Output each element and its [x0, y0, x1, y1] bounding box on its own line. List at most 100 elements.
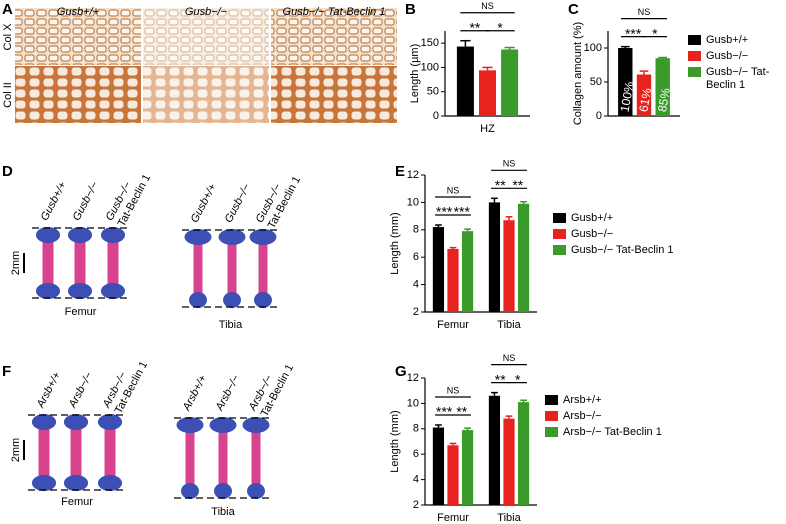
bar	[488, 395, 501, 505]
significance-label: **	[512, 177, 523, 193]
shaft	[104, 421, 116, 484]
image	[15, 8, 141, 65]
scale-label: 2mm	[10, 438, 22, 462]
legend-item: Gusb−/− Tat-Beclin 1	[553, 244, 674, 257]
legend-item: Gusb−/−	[688, 50, 780, 63]
bar	[479, 70, 496, 116]
y-tick-label: 4	[413, 474, 419, 486]
legend-swatch	[688, 51, 701, 61]
epiphysis	[63, 414, 89, 430]
legend: Gusb+/+ Gusb−/− Gusb−/− Tat-Beclin 1	[688, 34, 780, 95]
epiphysis	[67, 283, 93, 299]
bar	[503, 220, 515, 312]
legend-swatch	[688, 67, 701, 77]
legend-swatch	[545, 411, 558, 421]
significance-label: NS	[447, 185, 460, 195]
significance-label: ***	[625, 25, 642, 41]
legend-swatch	[553, 213, 566, 223]
bar	[461, 430, 474, 505]
epiphysis	[254, 292, 272, 308]
panel-letter: E	[395, 163, 405, 180]
epiphysis	[223, 292, 241, 308]
shaft	[42, 234, 54, 292]
group-label: Femur	[65, 306, 97, 318]
y-tick-label: 100	[421, 61, 439, 73]
column-label: Arsb+/+	[34, 370, 63, 411]
y-tick-label: 8	[413, 423, 419, 435]
bar	[447, 248, 459, 312]
y-tick-label: 6	[413, 448, 419, 460]
column-label: Gusb−/− Tat-Beclin 1	[283, 6, 386, 18]
epiphysis	[249, 229, 277, 245]
y-tick-label: 2	[413, 306, 419, 318]
x-tick-label: Femur	[437, 319, 469, 331]
shaft	[193, 236, 203, 301]
significance-label: **	[495, 371, 506, 387]
legend-swatch	[553, 245, 566, 255]
panel-letter: D	[2, 163, 13, 180]
shaft	[251, 424, 261, 492]
legend-item: Arsb−/− Tat-Beclin 1	[545, 426, 662, 439]
y-tick-label: 0	[596, 110, 602, 122]
legend-label: Gusb−/− Tat-Beclin 1	[571, 244, 674, 256]
bar	[503, 418, 515, 505]
bone	[67, 227, 93, 299]
y-tick-label: 50	[590, 76, 602, 88]
y-axis-label: Length (mm)	[389, 212, 401, 274]
significance-label: **	[469, 19, 480, 35]
legend-swatch	[688, 35, 701, 45]
column-label: Gusb−/−	[185, 6, 228, 18]
column-label: Gusb+/+	[57, 6, 100, 18]
y-tick-label: 4	[413, 279, 419, 291]
shaft	[107, 234, 119, 292]
legend-item: Gusb−/− Tat-Beclin 1	[688, 66, 780, 92]
panel-letter: F	[2, 363, 11, 380]
legend-swatch	[545, 395, 558, 405]
epiphysis	[242, 417, 270, 433]
shaft	[185, 424, 195, 492]
x-tick-label: Tibia	[497, 319, 521, 331]
column-label: Gusb−/−	[71, 179, 102, 222]
significance-label: ***	[436, 204, 453, 220]
significance-label: NS	[638, 7, 651, 17]
y-tick-label: 10	[407, 397, 419, 409]
significance-label: ***	[454, 204, 471, 220]
epiphysis	[31, 414, 57, 430]
epiphysis	[189, 292, 207, 308]
value-label: 61%	[636, 87, 654, 113]
epiphysis	[209, 417, 237, 433]
x-tick-label: Tibia	[497, 512, 521, 524]
value-label: 100%	[618, 80, 637, 113]
shaft	[218, 424, 228, 492]
legend-label: Arsb−/− Tat-Beclin 1	[563, 426, 662, 438]
significance-label: NS	[447, 385, 460, 395]
bar	[488, 202, 501, 312]
bar	[517, 402, 530, 505]
epiphysis	[247, 483, 265, 499]
y-tick-label: 6	[413, 251, 419, 263]
panel-letter: G	[395, 363, 407, 380]
bar	[432, 227, 445, 312]
group-label: Tibia	[219, 319, 243, 331]
y-axis-label: Length (µm)	[409, 44, 421, 104]
image	[271, 66, 397, 123]
bar	[636, 74, 652, 116]
legend-label: Arsb−/−	[563, 410, 602, 422]
epiphysis	[176, 417, 204, 433]
legend-swatch	[545, 427, 558, 437]
significance-label: *	[515, 371, 521, 387]
image	[143, 66, 269, 123]
legend-label: Arsb+/+	[563, 394, 602, 406]
panel-letter: C	[568, 1, 579, 18]
column-label: Gusb+/+	[189, 181, 220, 224]
panel-letter: B	[405, 1, 416, 18]
epiphysis	[97, 475, 123, 491]
y-tick-label: 8	[413, 224, 419, 236]
epiphysis	[63, 475, 89, 491]
legend-label: Gusb−/−	[706, 50, 749, 62]
column-label: Arsb+/+	[180, 373, 209, 414]
y-tick-label: 100	[584, 42, 602, 54]
significance-label: *	[497, 19, 503, 35]
bar	[501, 49, 519, 117]
significance-label: NS	[503, 353, 516, 363]
